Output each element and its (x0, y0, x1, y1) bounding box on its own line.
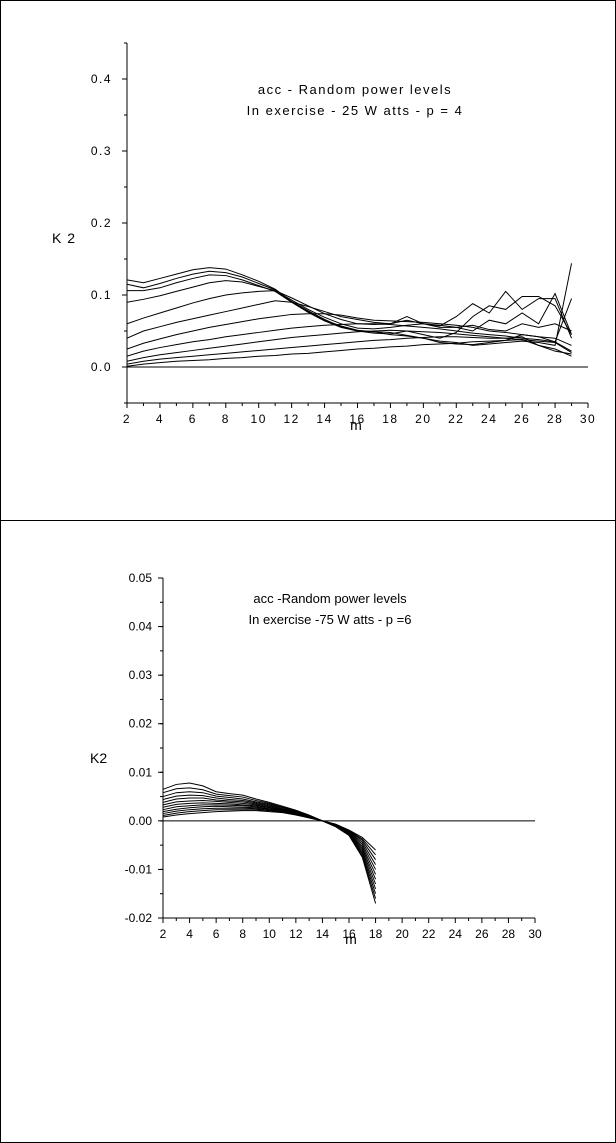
x-tick-label: 10 (251, 412, 267, 426)
chart-title: acc -Random power levels (253, 591, 407, 606)
y-tick-label: -0.01 (125, 862, 153, 876)
x-tick-label: 30 (580, 412, 596, 426)
x-tick-label: 16 (342, 927, 356, 941)
chart-title: acc - Random power levels (258, 82, 452, 97)
x-tick-label: 18 (382, 412, 398, 426)
x-tick-label: 26 (475, 927, 489, 941)
x-tick-label: 4 (186, 927, 193, 941)
series-line-9 (126, 329, 572, 362)
y-tick-label: 0.01 (129, 765, 153, 779)
x-tick-label: 30 (528, 927, 542, 941)
series-line-6 (162, 799, 377, 880)
x-tick-label: 8 (222, 412, 230, 426)
series-line-9 (162, 805, 376, 865)
chart-panel-top: acc - Random power levels In exercise - … (52, 42, 596, 433)
y-tick-label: 0.2 (91, 216, 112, 230)
y-tick-label: 0.05 (129, 571, 153, 585)
series-line-10 (126, 336, 572, 365)
x-tick-label: 2 (160, 927, 167, 941)
y-tick-label: 0.4 (91, 72, 112, 86)
x-tick-label: 20 (395, 927, 409, 941)
x-axis-label: m (345, 931, 357, 947)
x-tick-label: 18 (369, 927, 383, 941)
x-tick-label: 24 (481, 412, 497, 426)
series-line-8 (162, 804, 377, 870)
y-tick-label: 0.04 (129, 620, 153, 634)
y-axis-label: K2 (90, 750, 107, 766)
y-tick-label: 0.3 (91, 144, 112, 158)
x-tick-label: 14 (316, 412, 332, 426)
series-line-5 (126, 290, 573, 335)
series-line-1 (126, 263, 573, 346)
x-tick-label: 28 (502, 927, 516, 941)
x-tick-label: 16 (349, 412, 365, 426)
panel-divider (0, 520, 616, 521)
series-line-4 (126, 280, 573, 339)
series-line-10 (162, 807, 376, 860)
x-tick-label: 6 (213, 927, 220, 941)
x-tick-label: 14 (316, 927, 330, 941)
x-tick-label: 12 (289, 927, 303, 941)
x-tick-label: 6 (189, 412, 197, 426)
x-tick-label: 22 (448, 412, 464, 426)
x-tick-label: 26 (514, 412, 530, 426)
series-line-6 (126, 300, 572, 339)
x-tick-label: 10 (263, 927, 277, 941)
x-axis-label: m (350, 417, 362, 433)
x-tick-label: 20 (415, 412, 431, 426)
y-tick-label: 0.02 (129, 717, 153, 731)
chart-subtitle: In exercise - 25 W atts - p = 4 (247, 103, 464, 118)
chart-panel-bottom: acc -Random power levels In exercise -75… (90, 571, 542, 947)
y-tick-label: 0.0 (91, 360, 112, 374)
y-tick-label: 0.03 (129, 668, 153, 682)
series-line-11 (126, 339, 572, 367)
chart-subtitle: In exercise -75 W atts - p =6 (249, 612, 412, 627)
x-tick-label: 24 (449, 927, 463, 941)
x-tick-label: 8 (239, 927, 246, 941)
series-line-12 (162, 810, 376, 851)
series-line-7 (126, 313, 572, 350)
y-axis-label: K 2 (52, 230, 76, 246)
y-tick-label: -0.02 (125, 911, 153, 925)
series-line-2 (126, 270, 573, 346)
y-tick-label: 0.00 (129, 814, 153, 828)
x-tick-label: 12 (283, 412, 299, 426)
series-line-8 (126, 323, 572, 357)
x-tick-label: 22 (422, 927, 436, 941)
x-tick-label: 28 (547, 412, 563, 426)
series-line-3 (127, 274, 572, 339)
x-tick-label: 2 (123, 412, 131, 426)
x-tick-label: 4 (156, 412, 164, 426)
y-tick-label: 0.1 (91, 288, 112, 302)
